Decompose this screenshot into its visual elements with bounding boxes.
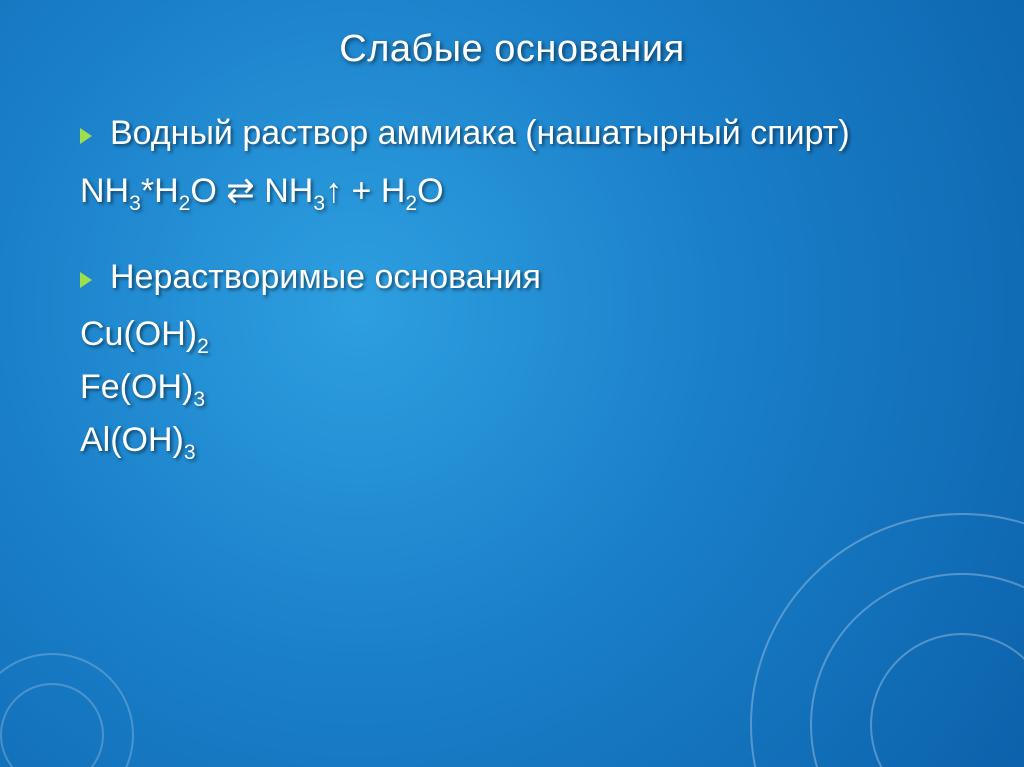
bullet-text: Нерастворимые основания — [110, 255, 541, 301]
bullet-text: Водный раствор аммиака (нашатырный спирт… — [110, 111, 850, 157]
slide-title: Слабые основания — [0, 0, 1024, 71]
decor-circle — [870, 633, 1024, 767]
decor-circle — [750, 513, 1024, 767]
formula-line: Cu(OH)2 — [80, 315, 964, 354]
decor-circle — [0, 653, 134, 767]
decor-circle — [0, 683, 104, 767]
bullet-line: Водный раствор аммиака (нашатырный спирт… — [80, 111, 964, 157]
spacer — [80, 211, 964, 237]
formula-line: Al(OH)3 — [80, 421, 964, 460]
bullet-line: Нерастворимые основания — [80, 255, 964, 301]
bullet-marker-icon — [80, 272, 92, 288]
formula-line: NH3*H2O ⇄ NH3↑ + H2O — [80, 171, 964, 211]
bullet-marker-icon — [80, 128, 92, 144]
formula-line: Fe(OH)3 — [80, 368, 964, 407]
slide-body: Водный раствор аммиака (нашатырный спирт… — [0, 71, 1024, 460]
slide: Слабые основания Водный раствор аммиака … — [0, 0, 1024, 767]
decor-circle — [810, 573, 1024, 767]
